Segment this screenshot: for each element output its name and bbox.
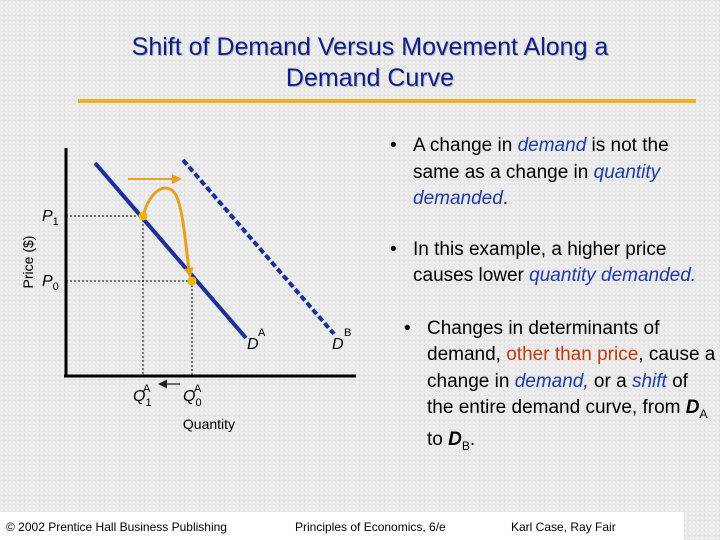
label-p0-main: P (42, 273, 53, 290)
bullet-dot: • (404, 317, 411, 339)
bullet-1-emphasis-quantity-demanded: quantity demanded (413, 161, 661, 210)
bullet-list: • A change in demand is not the same as a… (390, 133, 715, 460)
bullet-1: • A change in demand is not the same as a… (390, 133, 713, 213)
label-q1-main: Q (133, 388, 145, 405)
label-p1-sub: 1 (53, 216, 59, 228)
bullet-1-text-a: A change in (413, 135, 518, 156)
bullet-3-da: D (685, 397, 700, 418)
point-p1 (138, 211, 148, 221)
title-underline (78, 99, 696, 103)
bullet-3-text-c: or a (588, 370, 632, 392)
footer-copyright: © 2002 Prentice Hall Business Publishing (6, 520, 227, 534)
footer-bar: © 2002 Prentice Hall Business Publishing… (0, 512, 684, 540)
bullet-dot: • (390, 135, 397, 156)
demand-curve-a (93, 161, 248, 340)
label-db-sup: B (344, 327, 351, 339)
bullet-3-text-a: Changes in determinants of demand, (427, 317, 660, 366)
bullet-3-emphasis-shift: shift (631, 370, 667, 392)
bullet-3-db-sub: B (461, 439, 470, 454)
point-p0 (187, 276, 197, 286)
bullet-1-text-b: is not the same as a change in (413, 135, 669, 183)
bullet-3-text-d: of the entire demand curve, from (427, 370, 688, 419)
footer-authors: Karl Case, Ray Fair (511, 520, 616, 534)
label-q0-sup: A (194, 383, 202, 395)
bullet-3-text-e: to (427, 429, 449, 451)
label-q0-sub: 0 (195, 397, 201, 409)
bullet-3-emphasis-demand: demand, (514, 370, 589, 392)
bullet-2-text-a: In this example, a higher price causes l… (413, 238, 667, 287)
label-da-sup: A (258, 327, 266, 339)
bullet-3-emphasis-other-than-price: other than price (506, 344, 639, 365)
slide-title: Shift of Demand Versus Movement Along a … (40, 32, 700, 94)
label-q1-sup: A (143, 383, 151, 395)
bullet-3: • Changes in determinants of demand, othe… (404, 316, 717, 460)
bullet-2: • In this example, a higher price causes … (390, 237, 713, 290)
label-q0: Q0 (183, 388, 202, 409)
demand-curve-b (181, 158, 336, 336)
label-q1: Q1 (133, 388, 152, 409)
bullet-3-text-f: . (469, 429, 476, 451)
label-p0: P0 (42, 273, 59, 293)
demand-diagram: Price ($) Quantity P1 P0 Q1 A Q0 A D A D… (20, 148, 356, 432)
bullet-1-emphasis-demand: demand (517, 135, 587, 156)
label-p1-main: P (42, 208, 53, 225)
slide-title-line-1: Shift of Demand Versus Movement Along a (131, 33, 609, 61)
bullet-3-da-sub: A (699, 406, 708, 421)
bullet-dot: • (390, 238, 397, 260)
bullet-2-emphasis-quantity-demanded: quantity demanded. (529, 265, 697, 286)
x-axis-label: Quantity (183, 416, 235, 432)
label-p0-sub: 0 (53, 281, 59, 293)
label-q0-main: Q (183, 388, 195, 405)
slide-title-line-2: Demand Curve (285, 64, 455, 92)
bullet-1-text-c: . (502, 188, 509, 209)
y-axis-label: Price ($) (20, 236, 36, 289)
movement-arrow (141, 186, 194, 278)
bullet-3-db: D (448, 429, 462, 451)
footer-book: Principles of Economics, 6/e (295, 520, 446, 534)
label-db: D (332, 336, 344, 353)
label-q1-sub: 1 (145, 397, 151, 409)
bullet-3-text-b: , cause a change in (427, 344, 716, 392)
label-da: D (247, 336, 259, 353)
label-p1: P1 (42, 208, 59, 228)
